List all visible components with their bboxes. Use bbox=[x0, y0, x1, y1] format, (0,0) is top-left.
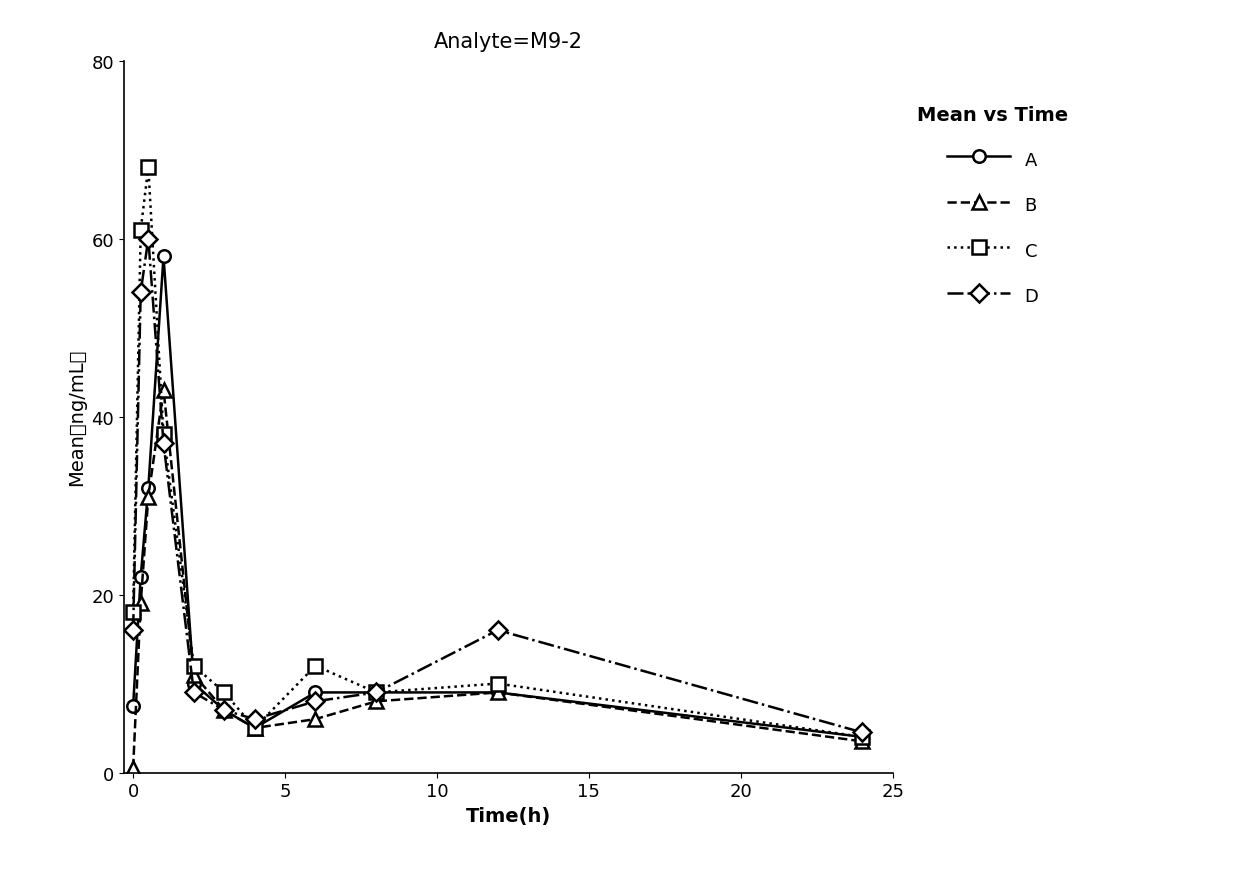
C bbox=[308, 661, 322, 672]
D bbox=[141, 234, 156, 244]
D bbox=[368, 687, 383, 698]
D bbox=[247, 714, 262, 724]
A bbox=[133, 572, 148, 582]
D bbox=[490, 625, 505, 636]
A bbox=[368, 687, 383, 698]
Line: A: A bbox=[126, 251, 869, 744]
Line: D: D bbox=[126, 233, 869, 739]
C bbox=[186, 661, 201, 672]
C bbox=[490, 679, 505, 689]
C bbox=[217, 687, 232, 698]
B bbox=[854, 737, 869, 747]
C bbox=[125, 608, 140, 618]
B bbox=[141, 492, 156, 502]
A bbox=[854, 732, 869, 743]
C bbox=[141, 162, 156, 173]
Line: B: B bbox=[126, 384, 869, 775]
A bbox=[186, 679, 201, 689]
D bbox=[156, 438, 171, 449]
B bbox=[368, 696, 383, 707]
B bbox=[125, 763, 140, 774]
B bbox=[133, 599, 148, 609]
C bbox=[133, 225, 148, 235]
D bbox=[308, 696, 322, 707]
A bbox=[217, 705, 232, 716]
D bbox=[125, 625, 140, 636]
D bbox=[186, 687, 201, 698]
A bbox=[490, 687, 505, 698]
B bbox=[217, 705, 232, 716]
C bbox=[156, 429, 171, 440]
Title: Analyte=M9-2: Analyte=M9-2 bbox=[434, 32, 583, 52]
A bbox=[141, 483, 156, 493]
B bbox=[186, 670, 201, 680]
D bbox=[217, 705, 232, 716]
Legend: A, B, C, D: A, B, C, D bbox=[918, 106, 1069, 306]
D bbox=[854, 727, 869, 738]
X-axis label: Time(h): Time(h) bbox=[466, 806, 551, 824]
A bbox=[125, 701, 140, 711]
C bbox=[854, 732, 869, 743]
B bbox=[490, 687, 505, 698]
Y-axis label: Mean（ng/mL）: Mean（ng/mL） bbox=[67, 349, 86, 486]
A bbox=[156, 252, 171, 263]
A bbox=[247, 723, 262, 733]
C bbox=[247, 723, 262, 733]
Line: C: C bbox=[126, 162, 869, 744]
B bbox=[247, 723, 262, 733]
D bbox=[133, 287, 148, 298]
C bbox=[368, 687, 383, 698]
B bbox=[308, 714, 322, 724]
A bbox=[308, 687, 322, 698]
B bbox=[156, 385, 171, 396]
